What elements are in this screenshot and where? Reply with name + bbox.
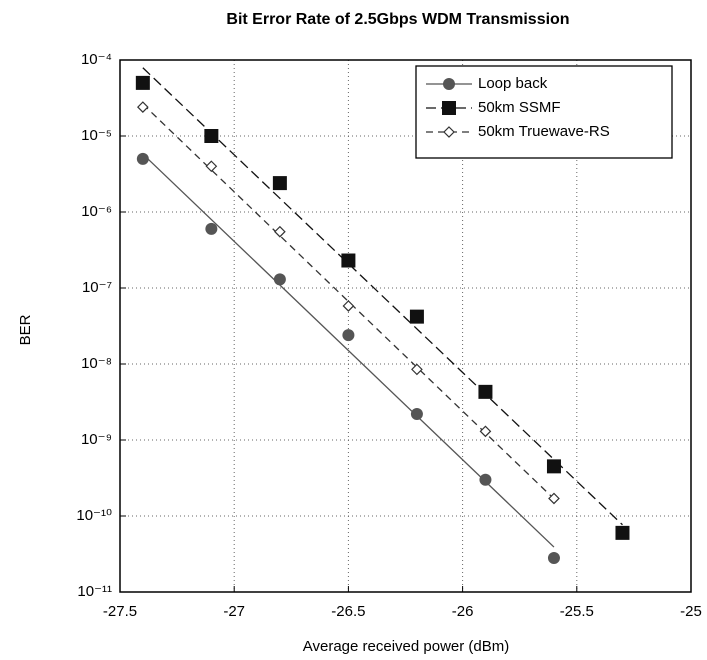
- x-tick-label: -26: [452, 603, 474, 620]
- marker: [342, 329, 355, 342]
- marker: [478, 384, 493, 399]
- x-tick-label: -26.5: [331, 603, 365, 620]
- legend-marker: [443, 78, 455, 90]
- trend-line: [142, 67, 623, 526]
- marker: [411, 363, 423, 376]
- y-tick-label: 10⁻⁴: [81, 51, 112, 68]
- marker: [205, 222, 218, 235]
- legend-marker: [442, 101, 456, 115]
- legend-box: [415, 65, 673, 159]
- y-tick-label: 10⁻⁸: [81, 355, 112, 372]
- marker: [272, 176, 287, 191]
- y-tick-label: 10⁻⁶: [81, 203, 112, 220]
- y-tick-label: 10⁻⁵: [81, 127, 112, 144]
- y-tick-label: 10⁻⁹: [81, 431, 112, 448]
- marker: [342, 300, 355, 312]
- x-tick-label: -25.5: [560, 603, 594, 620]
- marker: [136, 101, 149, 113]
- chart-title: Bit Error Rate of 2.5Gbps WDM Transmissi…: [226, 11, 569, 28]
- y-tick-label: 10⁻⁷: [82, 279, 112, 296]
- x-tick-label: -27.5: [103, 603, 137, 620]
- marker: [274, 225, 286, 238]
- marker: [547, 552, 560, 565]
- legend-label: 50km Truewave-RS: [478, 123, 610, 140]
- marker: [204, 129, 219, 143]
- plot-frame: [119, 59, 692, 593]
- y-tick-label: 10⁻¹⁰: [76, 507, 112, 524]
- x-tick-label: -25: [680, 603, 702, 620]
- marker: [615, 525, 630, 540]
- marker: [409, 309, 424, 324]
- marker: [410, 407, 423, 420]
- marker: [548, 492, 560, 505]
- marker: [136, 152, 149, 165]
- marker: [479, 473, 492, 486]
- marker: [546, 459, 561, 474]
- y-tick-label: 10⁻¹¹: [77, 583, 112, 600]
- marker: [479, 425, 492, 438]
- x-tick-label: -27: [223, 603, 245, 620]
- marker: [341, 253, 356, 268]
- x-axis-label: Average received power (dBm): [303, 638, 509, 655]
- marker: [273, 273, 286, 286]
- legend-label: 50km SSMF: [478, 99, 561, 116]
- marker: [205, 160, 218, 173]
- marker: [135, 75, 150, 90]
- y-axis-label: BER: [17, 314, 34, 345]
- legend-label: Loop back: [478, 75, 548, 92]
- legend-marker: [443, 126, 455, 138]
- legend: Loop back 50km SSMF 50km Truewave-RS: [415, 65, 673, 159]
